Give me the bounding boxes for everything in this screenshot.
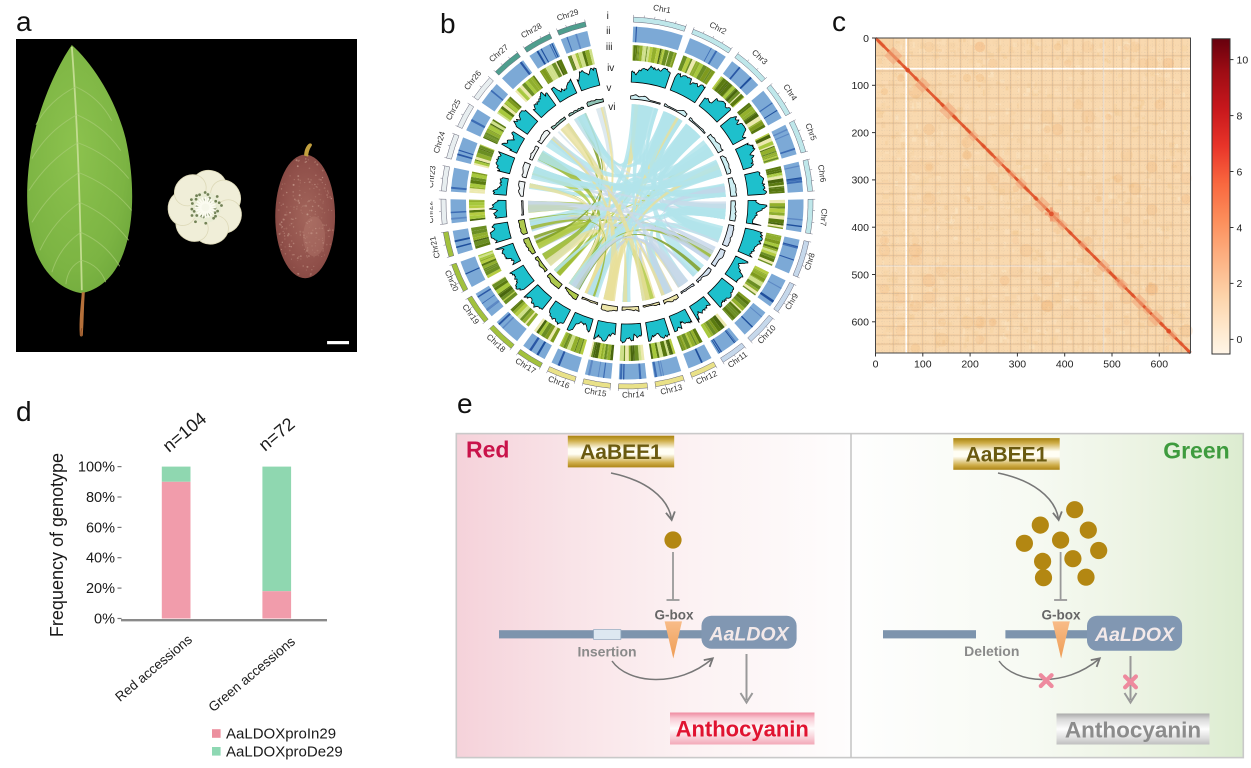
svg-text:60%: 60%: [86, 520, 115, 536]
svg-text:AaLDOX: AaLDOX: [708, 623, 789, 645]
svg-text:i: i: [607, 11, 609, 22]
svg-text:Deletion: Deletion: [964, 643, 1019, 659]
svg-text:Chr14: Chr14: [622, 390, 645, 400]
svg-text:Red accessions: Red accessions: [112, 632, 195, 705]
svg-text:0: 0: [1237, 334, 1243, 346]
svg-text:Green accessions: Green accessions: [206, 634, 299, 715]
svg-text:G-box: G-box: [1042, 608, 1081, 623]
svg-text:v: v: [606, 83, 611, 94]
svg-text:500: 500: [1103, 359, 1121, 371]
svg-text:400: 400: [851, 222, 869, 234]
svg-text:AaBEE1: AaBEE1: [580, 441, 662, 464]
svg-text:2: 2: [1237, 278, 1243, 290]
svg-text:iii: iii: [606, 42, 613, 53]
svg-text:20%: 20%: [86, 581, 115, 597]
svg-text:10: 10: [1237, 54, 1249, 66]
svg-text:Green: Green: [1163, 438, 1229, 464]
svg-text:600: 600: [1151, 359, 1169, 371]
svg-text:100%: 100%: [78, 460, 115, 476]
svg-text:40%: 40%: [86, 551, 115, 567]
svg-text:n=72: n=72: [255, 414, 299, 455]
svg-text:Chr21: Chr21: [430, 235, 442, 259]
svg-text:Red: Red: [466, 437, 509, 463]
svg-text:600: 600: [851, 317, 869, 329]
svg-text:AaLDOXproDe29: AaLDOXproDe29: [226, 743, 343, 760]
svg-text:AaLDOX: AaLDOX: [1094, 624, 1175, 646]
svg-text:Anthocyanin: Anthocyanin: [676, 717, 809, 742]
svg-text:300: 300: [1009, 359, 1027, 371]
svg-text:AaLDOXproIn29: AaLDOXproIn29: [226, 726, 336, 743]
svg-text:80%: 80%: [86, 490, 115, 506]
svg-text:100: 100: [914, 359, 932, 371]
svg-text:300: 300: [851, 175, 869, 187]
svg-text:Chr23: Chr23: [430, 165, 438, 189]
svg-text:0: 0: [863, 33, 869, 45]
svg-text:iv: iv: [607, 63, 614, 74]
svg-text:Insertion: Insertion: [577, 644, 636, 660]
svg-text:Chr1: Chr1: [652, 3, 671, 15]
svg-text:Anthocyanin: Anthocyanin: [1065, 718, 1201, 743]
svg-text:400: 400: [1056, 359, 1074, 371]
svg-text:100: 100: [851, 80, 869, 92]
svg-text:ii: ii: [606, 26, 610, 37]
svg-text:Chr15: Chr15: [584, 386, 608, 399]
svg-text:Chr6: Chr6: [816, 164, 828, 183]
svg-text:4: 4: [1237, 222, 1243, 234]
svg-text:Chr22: Chr22: [430, 200, 435, 223]
svg-text:8: 8: [1237, 110, 1243, 122]
svg-text:n=104: n=104: [159, 408, 211, 456]
svg-text:200: 200: [961, 359, 979, 371]
svg-text:vi: vi: [608, 102, 615, 113]
svg-text:6: 6: [1237, 166, 1243, 178]
svg-text:G-box: G-box: [655, 608, 694, 623]
svg-text:0: 0: [873, 359, 879, 371]
svg-text:Chr7: Chr7: [818, 208, 828, 227]
svg-text:500: 500: [851, 269, 869, 281]
svg-text:0%: 0%: [94, 612, 115, 628]
svg-text:AaBEE1: AaBEE1: [966, 443, 1048, 466]
svg-text:200: 200: [851, 127, 869, 139]
svg-text:Frequency of genotype: Frequency of genotype: [47, 453, 67, 637]
